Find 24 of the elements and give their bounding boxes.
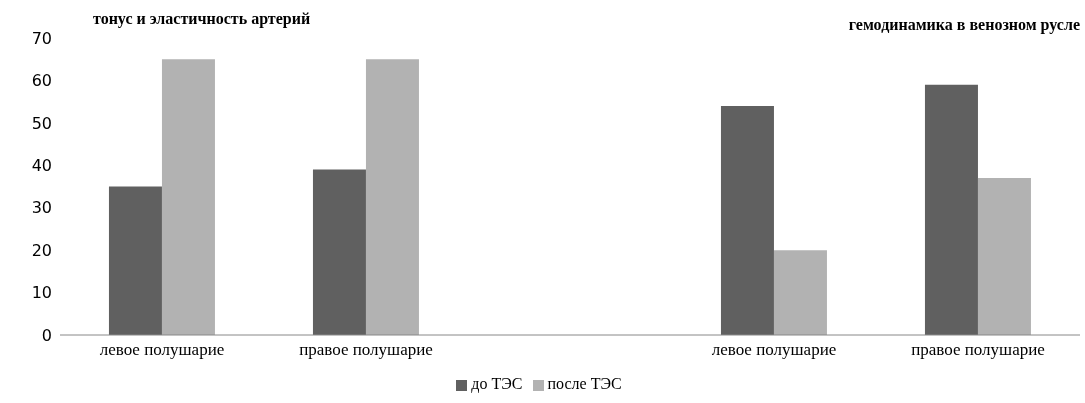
y-tick-label: 20 — [31, 240, 52, 260]
y-tick-label: 40 — [31, 155, 52, 175]
bar — [977, 178, 1031, 335]
x-tick-label: правое полушарие — [299, 340, 433, 360]
text: тонус и эластичность артерий — [93, 10, 311, 28]
y-tick-label: 30 — [31, 198, 52, 218]
x-tick-label: правое полушарие — [911, 340, 1045, 360]
y-tick-label: 10 — [31, 283, 52, 303]
y-tick-label: 60 — [31, 71, 52, 91]
legend-label: после ТЭС — [547, 375, 622, 392]
x-tick-label: левое полушарие — [99, 340, 225, 360]
y-tick-label: 70 — [31, 28, 52, 48]
bar — [312, 169, 366, 335]
bar — [720, 105, 774, 335]
legend-label: до ТЭС — [471, 375, 523, 392]
x-tick-label: левое полушарие — [711, 340, 837, 360]
text: гемодинамика в венозном русле — [848, 16, 1080, 34]
bar — [773, 250, 827, 335]
bar — [108, 186, 162, 335]
y-tick-label: 50 — [31, 113, 52, 133]
bar — [365, 59, 419, 335]
bar — [161, 59, 215, 335]
y-tick-label: 0 — [41, 325, 52, 345]
bar — [924, 84, 978, 335]
